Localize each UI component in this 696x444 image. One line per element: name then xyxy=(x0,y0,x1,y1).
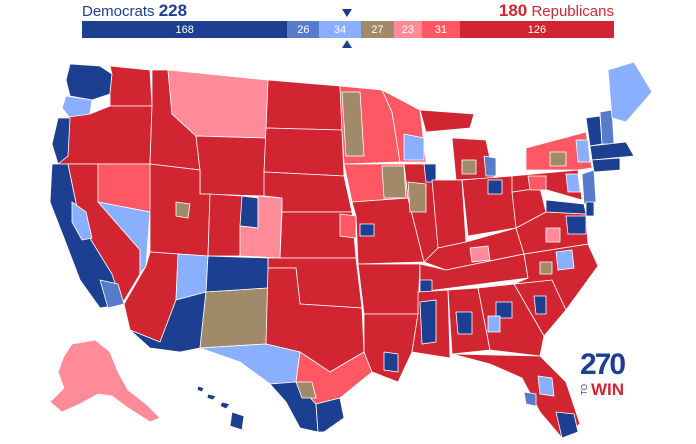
majority-marker-top-icon xyxy=(342,9,352,17)
missouri-district[interactable] xyxy=(351,197,425,265)
mississippi-dem-district[interactable] xyxy=(419,299,437,345)
bar-segment-lean-rep[interactable]: 23 xyxy=(393,21,422,38)
florida-likely-district[interactable] xyxy=(523,391,537,407)
democrats-total-label: Democrats 228 xyxy=(82,0,187,22)
pennsylvania-likely-district[interactable] xyxy=(527,175,547,191)
kentucky-lean-district[interactable] xyxy=(469,245,491,263)
democrats-label: Democrats xyxy=(82,3,155,20)
texas-tossup-district[interactable] xyxy=(295,381,317,399)
ohio-dem-district[interactable] xyxy=(487,179,503,195)
north-dakota-district[interactable] xyxy=(265,79,343,131)
pennsylvania-dem-district[interactable] xyxy=(565,173,581,193)
north-carolina-tossup-district[interactable] xyxy=(539,261,553,275)
republicans-total-label: 180 Republicans xyxy=(499,0,614,22)
texas-west-district[interactable] xyxy=(199,343,301,385)
logo-to: TO xyxy=(580,384,589,395)
michigan-up-district[interactable] xyxy=(419,109,475,133)
bar-segment-tossup[interactable]: 27 xyxy=(360,21,394,38)
connecticut-district[interactable] xyxy=(591,157,621,173)
republicans-seat-count: 180 xyxy=(498,1,528,20)
massachusetts-district[interactable] xyxy=(589,141,635,161)
delaware-district[interactable] xyxy=(585,201,595,217)
louisiana-south-district[interactable] xyxy=(383,351,399,373)
florida-lean-district[interactable] xyxy=(537,375,555,397)
colorado-west-district[interactable] xyxy=(207,193,243,257)
oregon-coast-district[interactable] xyxy=(51,117,71,165)
georgia-lean-district[interactable] xyxy=(487,315,501,333)
democrats-seat-count: 228 xyxy=(158,1,188,20)
seat-forecast-bar[interactable]: 168 26 34 27 23 31 126 xyxy=(82,21,614,38)
california-lean-district[interactable] xyxy=(71,201,93,241)
270towin-logo[interactable]: 270 TO WIN xyxy=(580,350,640,402)
hawaii-district[interactable] xyxy=(206,393,217,401)
south-carolina-dem-district[interactable] xyxy=(533,295,547,315)
new-mexico-north-district[interactable] xyxy=(205,255,269,293)
virginia-lean-district[interactable] xyxy=(545,227,561,243)
florida-dem-district[interactable] xyxy=(555,411,579,439)
hawaii-district[interactable] xyxy=(196,385,205,393)
alabama-dem-district[interactable] xyxy=(455,311,473,335)
bar-segment-safe-rep[interactable]: 126 xyxy=(459,21,614,38)
washington-west-district[interactable] xyxy=(65,63,113,101)
colorado-denver-district[interactable] xyxy=(239,195,259,229)
michigan-detroit-district[interactable] xyxy=(483,155,497,177)
bar-segment-likely-dem[interactable]: 26 xyxy=(287,21,320,38)
us-house-district-map[interactable] xyxy=(0,52,696,444)
minnesota-tossup-district[interactable] xyxy=(341,91,365,157)
wisconsin-dem-district[interactable] xyxy=(403,133,425,161)
texas-houston-district[interactable] xyxy=(315,397,345,433)
logo-win: WIN xyxy=(591,380,625,399)
georgia-atlanta-district[interactable] xyxy=(495,301,513,319)
tennessee-memphis-district[interactable] xyxy=(419,279,433,293)
north-carolina-dem-district[interactable] xyxy=(555,249,575,271)
new-york-dem-district[interactable] xyxy=(575,139,591,163)
georgia-district[interactable] xyxy=(477,283,545,357)
washington-east-district[interactable] xyxy=(109,65,153,107)
new-york-tossup-district[interactable] xyxy=(549,151,567,167)
north-carolina-district[interactable] xyxy=(513,243,599,311)
michigan-tossup-district[interactable] xyxy=(461,159,477,175)
logo-number: 270 xyxy=(580,348,626,381)
hawaii-district[interactable] xyxy=(219,401,231,410)
maine-district[interactable] xyxy=(607,61,653,123)
virginia-dem-district[interactable] xyxy=(565,215,587,235)
new-york-district[interactable] xyxy=(525,131,593,171)
republicans-label: Republicans xyxy=(531,3,614,20)
bar-segment-safe-dem[interactable]: 168 xyxy=(82,21,288,38)
hawaii-district[interactable] xyxy=(229,411,245,431)
utah-tossup-district[interactable] xyxy=(175,201,191,219)
arkansas-district[interactable] xyxy=(357,263,421,315)
iowa-tossup-district[interactable] xyxy=(381,165,407,199)
illinois-tossup-district[interactable] xyxy=(407,181,427,213)
new-mexico-south-district[interactable] xyxy=(199,287,269,349)
new-jersey-district[interactable] xyxy=(581,169,597,205)
missouri-kc-district[interactable] xyxy=(359,223,375,237)
south-dakota-district[interactable] xyxy=(263,127,345,177)
louisiana-district[interactable] xyxy=(363,313,419,383)
maryland-district[interactable] xyxy=(545,199,587,215)
bar-segment-lean-dem[interactable]: 34 xyxy=(319,21,361,38)
wyoming-district[interactable] xyxy=(195,135,267,197)
illinois-chicago-district[interactable] xyxy=(423,163,437,183)
alaska-district[interactable] xyxy=(49,339,161,423)
indiana-district[interactable] xyxy=(431,179,467,249)
kansas-likely-district[interactable] xyxy=(339,213,357,239)
nevada-south-district[interactable] xyxy=(96,201,151,276)
majority-marker-bottom-icon xyxy=(342,40,352,48)
bar-segment-likely-rep[interactable]: 31 xyxy=(421,21,460,38)
